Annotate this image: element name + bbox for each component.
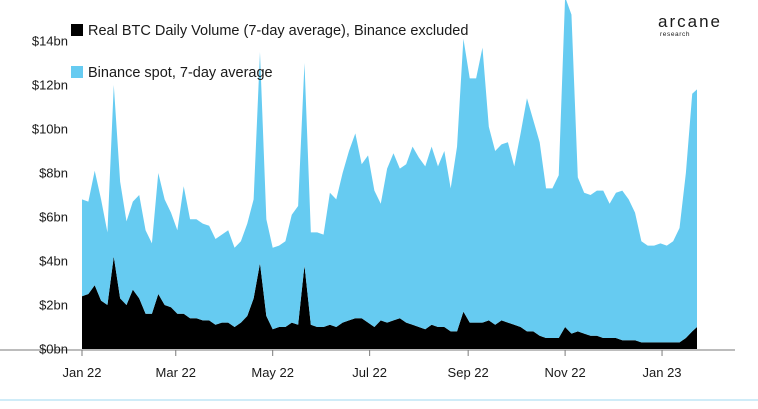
brand-tagline: research (660, 31, 690, 38)
y-tick-label: $14bn (32, 34, 68, 49)
area-series-2 (82, 0, 697, 343)
area-series-1 (82, 256, 697, 349)
y-tick-label: $8bn (39, 166, 68, 181)
chart-legend: Real BTC Daily Volume (7-day average), B… (71, 23, 468, 81)
x-tick-label: Sep 22 (448, 365, 489, 380)
y-tick-label: $10bn (32, 122, 68, 137)
legend-label-1: Real BTC Daily Volume (7-day average), B… (88, 23, 468, 39)
legend-swatch-2 (71, 66, 83, 78)
chart-areas (82, 0, 697, 349)
x-tick-label: May 22 (251, 365, 294, 380)
y-tick-label: $0bn (39, 342, 68, 357)
x-tick-label: Jul 22 (352, 365, 387, 380)
brand-name: arcane (658, 12, 722, 31)
y-tick-label: $6bn (39, 210, 68, 225)
y-tick-label: $12bn (32, 78, 68, 93)
legend-label-2: Binance spot, 7-day average (88, 65, 273, 81)
y-tick-label: $4bn (39, 254, 68, 269)
x-tick-label: Nov 22 (544, 365, 585, 380)
y-tick-label: $2bn (39, 298, 68, 313)
x-tick-label: Mar 22 (156, 365, 196, 380)
x-tick-label: Jan 23 (643, 365, 682, 380)
legend-swatch-1 (71, 24, 83, 36)
chart-axes: $0bn $2bn $4bn $6bn $8bn $10bn $12bn $14bn Jan 2… (0, 34, 758, 401)
x-tick-label: Jan 22 (62, 365, 101, 380)
